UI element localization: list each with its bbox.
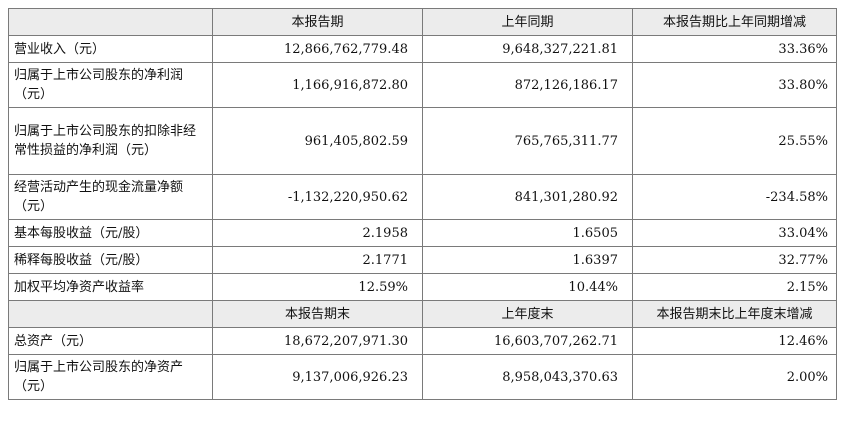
row-label: 归属于上市公司股东的净资产（元） [8, 354, 213, 400]
row-label: 总资产（元） [8, 327, 213, 355]
financial-summary-table: 本报告期 上年同期 本报告期比上年同期增减 营业收入（元） 12,866,762… [8, 8, 837, 400]
row-prior-value: 765,765,311.77 [422, 107, 633, 175]
row-change-value: 12.46% [632, 327, 837, 355]
table-row: 总资产（元） 18,672,207,971.30 16,603,707,262.… [8, 327, 837, 355]
row-current-value: 2.1771 [212, 246, 423, 274]
row-change-value: 33.80% [632, 62, 837, 108]
row-change-value: 2.15% [632, 273, 837, 301]
header-change: 本报告期末比上年度末增减 [632, 300, 837, 328]
table-header-row: 本报告期 上年同期 本报告期比上年同期增减 [8, 8, 837, 36]
row-prior-value: 1.6397 [422, 246, 633, 274]
financial-summary-container: 本报告期 上年同期 本报告期比上年同期增减 营业收入（元） 12,866,762… [8, 8, 837, 400]
header-current-period: 本报告期 [212, 8, 423, 36]
header-period-end: 本报告期末 [212, 300, 423, 328]
row-prior-value: 1.6505 [422, 219, 633, 247]
table-row: 归属于上市公司股东的净资产（元） 9,137,006,926.23 8,958,… [8, 354, 837, 400]
row-label: 归属于上市公司股东的扣除非经常性损益的净利润（元） [8, 107, 213, 175]
row-prior-value: 16,603,707,262.71 [422, 327, 633, 355]
row-current-value: -1,132,220,950.62 [212, 174, 423, 220]
table-row: 稀释每股收益（元/股） 2.1771 1.6397 32.77% [8, 246, 837, 274]
table-row: 加权平均净资产收益率 12.59% 10.44% 2.15% [8, 273, 837, 301]
row-prior-value: 9,648,327,221.81 [422, 35, 633, 63]
row-change-value: -234.58% [632, 174, 837, 220]
row-current-value: 12.59% [212, 273, 423, 301]
header-change: 本报告期比上年同期增减 [632, 8, 837, 36]
table-row: 基本每股收益（元/股） 2.1958 1.6505 33.04% [8, 219, 837, 247]
row-change-value: 32.77% [632, 246, 837, 274]
header-prior-period: 上年同期 [422, 8, 633, 36]
row-prior-value: 8,958,043,370.63 [422, 354, 633, 400]
row-label: 基本每股收益（元/股） [8, 219, 213, 247]
row-label: 加权平均净资产收益率 [8, 273, 213, 301]
table-header-row-balance: 本报告期末 上年度末 本报告期末比上年度末增减 [8, 300, 837, 328]
table-row: 归属于上市公司股东的净利润（元） 1,166,916,872.80 872,12… [8, 62, 837, 108]
row-change-value: 33.04% [632, 219, 837, 247]
row-current-value: 18,672,207,971.30 [212, 327, 423, 355]
row-change-value: 25.55% [632, 107, 837, 175]
row-prior-value: 10.44% [422, 273, 633, 301]
row-current-value: 2.1958 [212, 219, 423, 247]
table-row: 经营活动产生的现金流量净额（元） -1,132,220,950.62 841,3… [8, 174, 837, 220]
table-row: 营业收入（元） 12,866,762,779.48 9,648,327,221.… [8, 35, 837, 63]
row-current-value: 1,166,916,872.80 [212, 62, 423, 108]
row-change-value: 2.00% [632, 354, 837, 400]
row-current-value: 961,405,802.59 [212, 107, 423, 175]
row-prior-value: 872,126,186.17 [422, 62, 633, 108]
row-change-value: 33.36% [632, 35, 837, 63]
header-blank-cell [8, 300, 213, 328]
row-label: 营业收入（元） [8, 35, 213, 63]
table-row: 归属于上市公司股东的扣除非经常性损益的净利润（元） 961,405,802.59… [8, 107, 837, 175]
header-blank-cell [8, 8, 213, 36]
row-current-value: 12,866,762,779.48 [212, 35, 423, 63]
header-prior-year-end: 上年度末 [422, 300, 633, 328]
row-label: 经营活动产生的现金流量净额（元） [8, 174, 213, 220]
row-label: 稀释每股收益（元/股） [8, 246, 213, 274]
row-prior-value: 841,301,280.92 [422, 174, 633, 220]
row-current-value: 9,137,006,926.23 [212, 354, 423, 400]
row-label: 归属于上市公司股东的净利润（元） [8, 62, 213, 108]
